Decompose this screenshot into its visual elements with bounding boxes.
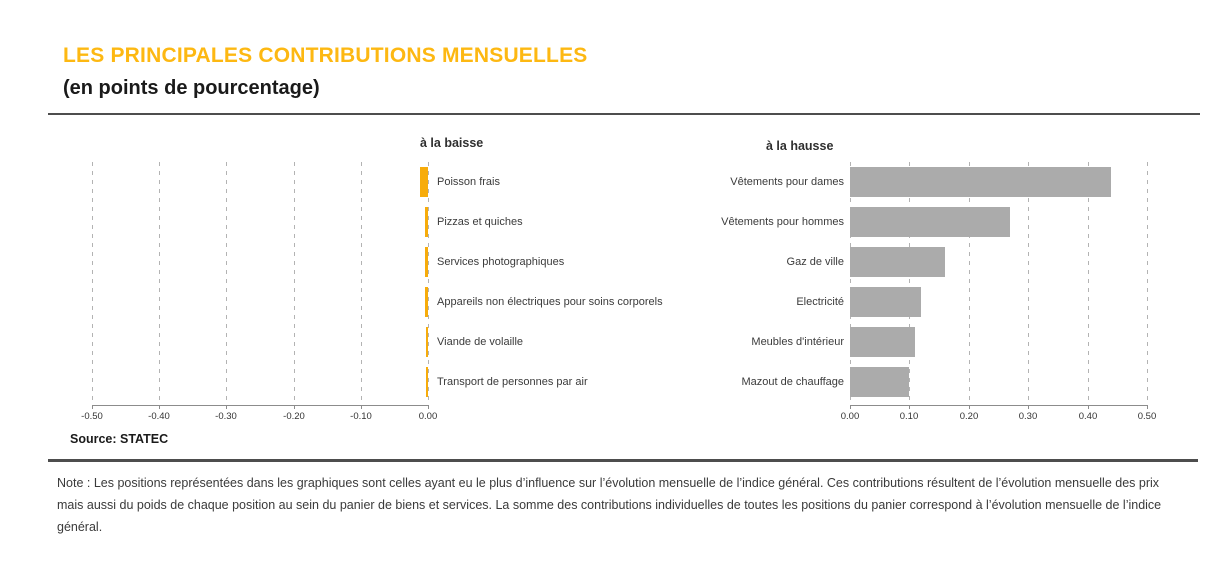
axis-tick-label: 0.10	[899, 411, 919, 422]
category-label: Meubles d'intérieur	[751, 335, 844, 348]
axis-tick	[428, 405, 429, 409]
gridline	[361, 162, 362, 405]
chart-hausse-plot: 0.00 0.10 0.20 0.30 0.40 0.50	[841, 162, 1156, 422]
category-label: Services photographiques	[437, 255, 565, 268]
page-title: LES PRINCIPALES CONTRIBUTIONS MENSUELLES	[63, 44, 588, 67]
category-label: Transport de personnes par air	[437, 375, 588, 388]
bar-mazout-de-chauffage	[850, 367, 909, 397]
category-label: Poisson frais	[437, 175, 500, 188]
page-subtitle: (en points de pourcentage)	[63, 77, 320, 99]
axis-tick-label: 0.00	[418, 411, 438, 422]
axis-tick	[1028, 405, 1029, 409]
category-label: Vêtements pour dames	[730, 175, 844, 188]
chart-baisse-title: à la baisse	[420, 136, 484, 150]
axis-tick-label: 0.30	[1018, 411, 1038, 422]
axis-tick	[850, 405, 851, 409]
bar-transport-de-personnes-par-air	[426, 367, 428, 397]
axis-tick-label: 0.00	[840, 411, 860, 422]
gridline	[159, 162, 160, 405]
gridline	[294, 162, 295, 405]
axis-tick-label: -0.30	[215, 411, 237, 422]
axis-tick	[969, 405, 970, 409]
axis-tick-label: -0.40	[148, 411, 170, 422]
category-label: Gaz de ville	[786, 255, 844, 268]
gridline	[850, 162, 851, 405]
gridline	[1088, 162, 1089, 405]
bar-pizzas-et-quiches	[425, 207, 428, 237]
gridline	[909, 162, 910, 405]
x-axis-line	[850, 405, 1147, 406]
chart-hausse-title: à la hausse	[766, 139, 834, 153]
axis-tick-label: 0.50	[1137, 411, 1157, 422]
category-label: Mazout de chauffage	[741, 375, 844, 388]
category-label: Viande de volaille	[437, 335, 524, 348]
bar-poisson-frais	[420, 167, 428, 197]
axis-tick-label: 0.20	[959, 411, 979, 422]
axis-tick-label: -0.10	[350, 411, 372, 422]
category-label: Electricité	[796, 295, 844, 308]
footer-divider	[48, 459, 1198, 462]
gridline	[92, 162, 93, 405]
bar-meubles-d-int-rieur	[850, 327, 915, 357]
bar-v-tements-pour-dames	[850, 167, 1111, 197]
axis-tick	[159, 405, 160, 409]
axis-tick-label: -0.20	[283, 411, 305, 422]
header-divider	[48, 113, 1200, 115]
gridline	[428, 162, 429, 405]
bar-viande-de-volaille	[426, 327, 428, 357]
note-text: Note : Les positions représentées dans l…	[57, 476, 1162, 534]
bar-electricit-	[850, 287, 921, 317]
axis-tick	[1147, 405, 1148, 409]
source-label: Source: STATEC	[70, 432, 169, 446]
x-axis-line	[92, 405, 428, 406]
chart-baisse-plot: -0.50 -0.40 -0.30 -0.20 -0.10 0.00	[81, 162, 437, 422]
axis-tick	[909, 405, 910, 409]
axis-tick	[92, 405, 93, 409]
axis-tick	[361, 405, 362, 409]
category-label: Pizzas et quiches	[437, 215, 523, 228]
gridline	[1147, 162, 1148, 405]
category-label: Appareils non électriques pour soins cor…	[437, 295, 663, 308]
bar-v-tements-pour-hommes	[850, 207, 1010, 237]
axis-tick-label: 0.40	[1078, 411, 1098, 422]
axis-tick	[1088, 405, 1089, 409]
axis-tick-label: -0.50	[81, 411, 103, 422]
bar-gaz-de-ville	[850, 247, 945, 277]
bar-services-photographiques	[425, 247, 428, 277]
category-label: Vêtements pour hommes	[721, 215, 844, 228]
axis-tick	[226, 405, 227, 409]
gridline	[1028, 162, 1029, 405]
gridline	[969, 162, 970, 405]
gridline	[226, 162, 227, 405]
bar-appareils-non-lectriques-pour-soins-corporels	[425, 287, 428, 317]
axis-tick	[294, 405, 295, 409]
